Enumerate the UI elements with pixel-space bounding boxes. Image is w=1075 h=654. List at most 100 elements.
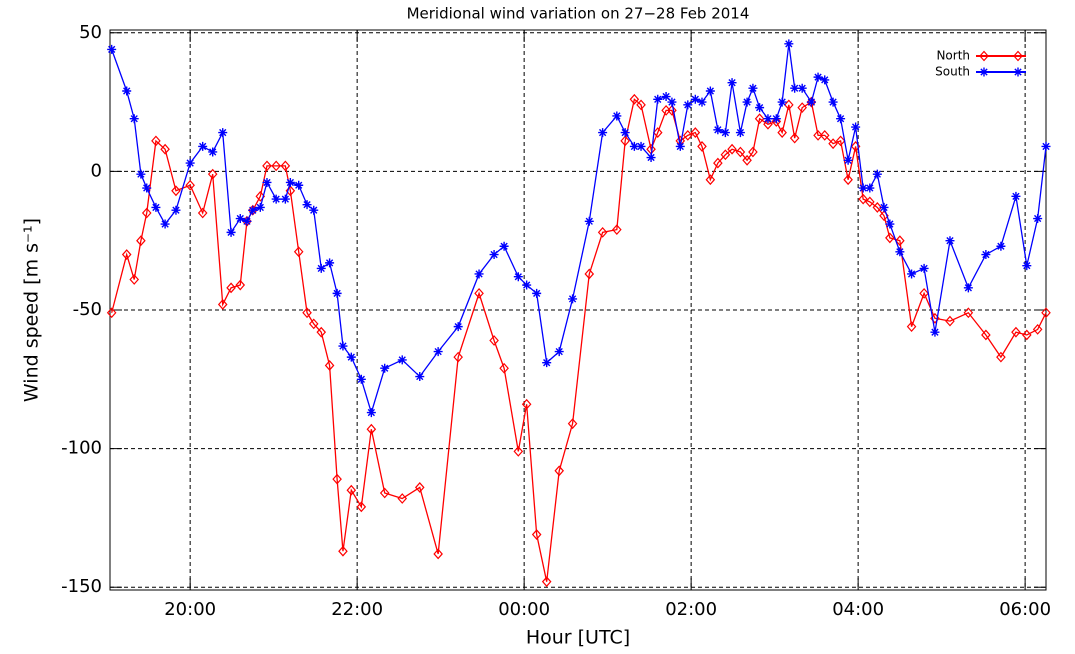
data-point	[433, 548, 443, 560]
data-point	[784, 99, 794, 111]
data-point	[160, 143, 170, 155]
data-point	[397, 493, 408, 504]
y-axis-label: Wind speed [m s⁻¹]	[21, 218, 43, 402]
data-point	[185, 179, 195, 191]
data-point	[198, 141, 208, 151]
data-point	[542, 358, 552, 368]
data-point	[567, 418, 578, 430]
data-point	[843, 174, 853, 186]
data-point	[489, 335, 499, 346]
data-point	[742, 97, 752, 107]
data-point	[963, 283, 973, 293]
data-point	[763, 118, 773, 130]
data-point	[963, 307, 974, 319]
data-point	[415, 372, 425, 382]
data-point	[521, 398, 532, 410]
data-point	[754, 113, 765, 125]
data-point	[636, 99, 646, 111]
data-point	[513, 272, 523, 282]
data-point	[160, 219, 170, 229]
data-point	[271, 160, 281, 172]
y-tick-label: 0	[91, 160, 102, 181]
data-point	[106, 307, 117, 319]
data-point	[338, 545, 348, 557]
data-point	[784, 39, 794, 49]
data-point	[667, 97, 677, 107]
data-point	[474, 287, 484, 299]
data-point	[652, 127, 663, 138]
data-point	[122, 86, 132, 96]
data-point	[185, 158, 195, 168]
data-point	[777, 127, 787, 138]
data-point	[945, 315, 955, 327]
data-point	[226, 282, 236, 294]
data-point	[197, 207, 208, 219]
data-point	[629, 141, 639, 151]
data-point	[1011, 326, 1021, 338]
data-point	[713, 157, 723, 169]
data-point	[1032, 324, 1043, 335]
data-point	[136, 169, 146, 179]
data-point	[121, 249, 132, 260]
data-point	[661, 92, 671, 102]
data-point	[1041, 141, 1051, 151]
x-tick-label: 04:00	[832, 599, 884, 620]
data-point	[499, 241, 509, 251]
data-point	[806, 97, 816, 107]
data-point	[171, 205, 181, 215]
data-point	[879, 202, 889, 212]
data-point	[629, 93, 640, 105]
data-point	[1021, 329, 1032, 341]
data-point	[813, 72, 823, 82]
data-point	[397, 355, 407, 365]
data-point	[720, 149, 731, 161]
data-point	[235, 279, 246, 291]
data-point	[981, 250, 991, 260]
data-point	[1041, 307, 1051, 319]
data-point	[356, 501, 367, 513]
data-point	[235, 214, 245, 224]
data-point	[1011, 191, 1021, 201]
data-point	[474, 269, 484, 279]
data-point	[1022, 261, 1032, 271]
data-point	[280, 194, 290, 204]
data-point	[790, 83, 800, 93]
data-point	[836, 114, 846, 124]
data-point	[690, 94, 700, 104]
data-point	[142, 183, 152, 193]
data-point	[653, 94, 663, 104]
data-point	[697, 141, 707, 152]
data-point	[675, 141, 685, 151]
data-point	[107, 44, 117, 54]
data-point	[242, 216, 252, 226]
data-point	[280, 160, 291, 172]
series-line	[111, 43, 1047, 415]
data-point	[325, 258, 335, 268]
chart-title: Meridional wind variation on 27−28 Feb 2…	[407, 5, 750, 23]
data-point	[727, 78, 737, 88]
series-line	[111, 98, 1047, 582]
data-point	[683, 100, 693, 110]
data-point	[720, 128, 730, 138]
data-point	[828, 138, 838, 150]
data-point	[380, 363, 390, 373]
data-point	[843, 155, 853, 165]
data-point	[171, 185, 181, 197]
data-point	[531, 529, 542, 540]
data-point	[379, 487, 390, 499]
data-point	[620, 128, 630, 138]
data-point	[248, 205, 258, 215]
data-point	[865, 183, 875, 193]
data-point	[705, 174, 716, 186]
data-point	[285, 177, 295, 187]
data-point	[835, 135, 846, 147]
data-point	[598, 128, 608, 138]
data-point	[996, 351, 1006, 363]
data-point	[332, 473, 342, 485]
data-point	[217, 299, 228, 310]
data-point	[489, 250, 499, 260]
data-point	[554, 465, 565, 477]
data-point	[919, 287, 929, 299]
data-point	[346, 352, 356, 362]
